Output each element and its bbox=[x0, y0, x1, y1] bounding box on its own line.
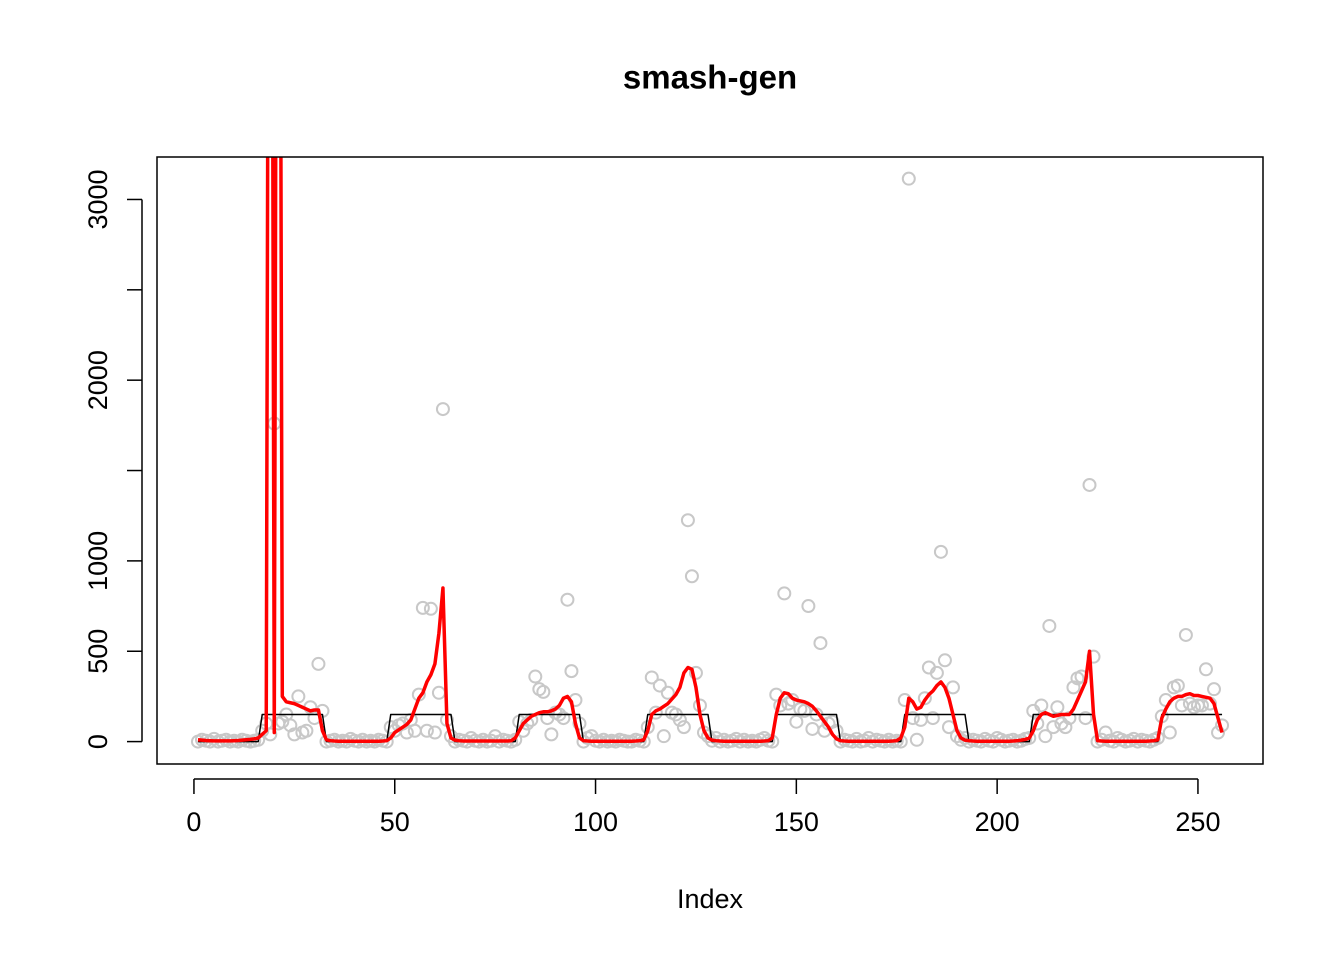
data-point bbox=[528, 669, 543, 684]
data-point bbox=[797, 703, 812, 718]
data-point bbox=[789, 714, 804, 729]
data-point bbox=[929, 665, 944, 680]
data-point bbox=[415, 600, 430, 615]
data-point bbox=[801, 599, 816, 614]
data-point bbox=[917, 691, 932, 706]
data-point bbox=[1022, 730, 1037, 745]
data-point bbox=[287, 727, 302, 742]
y-tick-label: 2000 bbox=[83, 350, 113, 410]
data-point bbox=[556, 711, 571, 726]
x-tick-label: 150 bbox=[774, 807, 819, 837]
y-tick-label: 1000 bbox=[83, 531, 113, 591]
data-point bbox=[777, 586, 792, 601]
data-point bbox=[1170, 678, 1185, 693]
data-point bbox=[1178, 627, 1193, 642]
data-point bbox=[813, 636, 828, 651]
data-point bbox=[1038, 729, 1053, 744]
data-point bbox=[684, 569, 699, 584]
data-point bbox=[945, 680, 960, 695]
data-point bbox=[1098, 725, 1113, 740]
data-point bbox=[644, 670, 659, 685]
data-line bbox=[197, 157, 1224, 743]
data-point bbox=[435, 402, 450, 417]
data-point bbox=[652, 678, 667, 693]
data-point bbox=[1078, 711, 1093, 726]
data-point bbox=[700, 729, 715, 744]
data-point bbox=[536, 684, 551, 699]
data-point bbox=[1198, 662, 1213, 677]
data-point bbox=[656, 729, 671, 744]
data-point bbox=[564, 664, 579, 679]
data-point bbox=[1194, 698, 1209, 713]
data-point bbox=[1082, 477, 1097, 492]
data-point bbox=[937, 653, 952, 668]
y-tick-label: 500 bbox=[83, 629, 113, 674]
data-point bbox=[383, 720, 398, 735]
data-point bbox=[925, 711, 940, 726]
x-tick-label: 250 bbox=[1175, 807, 1220, 837]
data-point bbox=[1162, 725, 1177, 740]
plot-frame bbox=[156, 156, 1264, 765]
data-point bbox=[299, 723, 314, 738]
data-point bbox=[1211, 725, 1226, 740]
data-point bbox=[275, 714, 290, 729]
x-tick-label: 100 bbox=[573, 807, 618, 837]
data-point bbox=[901, 171, 916, 186]
chart-title: smash-gen bbox=[623, 59, 797, 96]
data-point bbox=[423, 601, 438, 616]
x-axis-label: Index bbox=[677, 884, 744, 914]
data-point bbox=[419, 723, 434, 738]
data-point bbox=[909, 732, 924, 747]
plot-area bbox=[190, 157, 1230, 749]
y-tick-label: 3000 bbox=[83, 169, 113, 229]
data-point bbox=[291, 689, 306, 704]
y-tick-label: 0 bbox=[83, 734, 113, 749]
data-point bbox=[1034, 698, 1049, 713]
data-point bbox=[311, 656, 326, 671]
data-point bbox=[933, 544, 948, 559]
data-point bbox=[427, 725, 442, 740]
data-point bbox=[1207, 682, 1222, 697]
data-point bbox=[688, 665, 703, 680]
data-point bbox=[660, 685, 675, 700]
x-tick-label: 0 bbox=[186, 807, 201, 837]
data-point bbox=[676, 720, 691, 735]
data-point bbox=[1042, 618, 1057, 633]
data-point bbox=[255, 723, 270, 738]
data-point bbox=[399, 725, 414, 740]
data-point bbox=[1050, 700, 1065, 715]
x-tick-label: 50 bbox=[380, 807, 410, 837]
data-point bbox=[680, 513, 695, 528]
data-point bbox=[560, 592, 575, 607]
data-point bbox=[648, 705, 663, 720]
data-point bbox=[544, 727, 559, 742]
data-point bbox=[781, 696, 796, 711]
x-tick-label: 200 bbox=[975, 807, 1020, 837]
